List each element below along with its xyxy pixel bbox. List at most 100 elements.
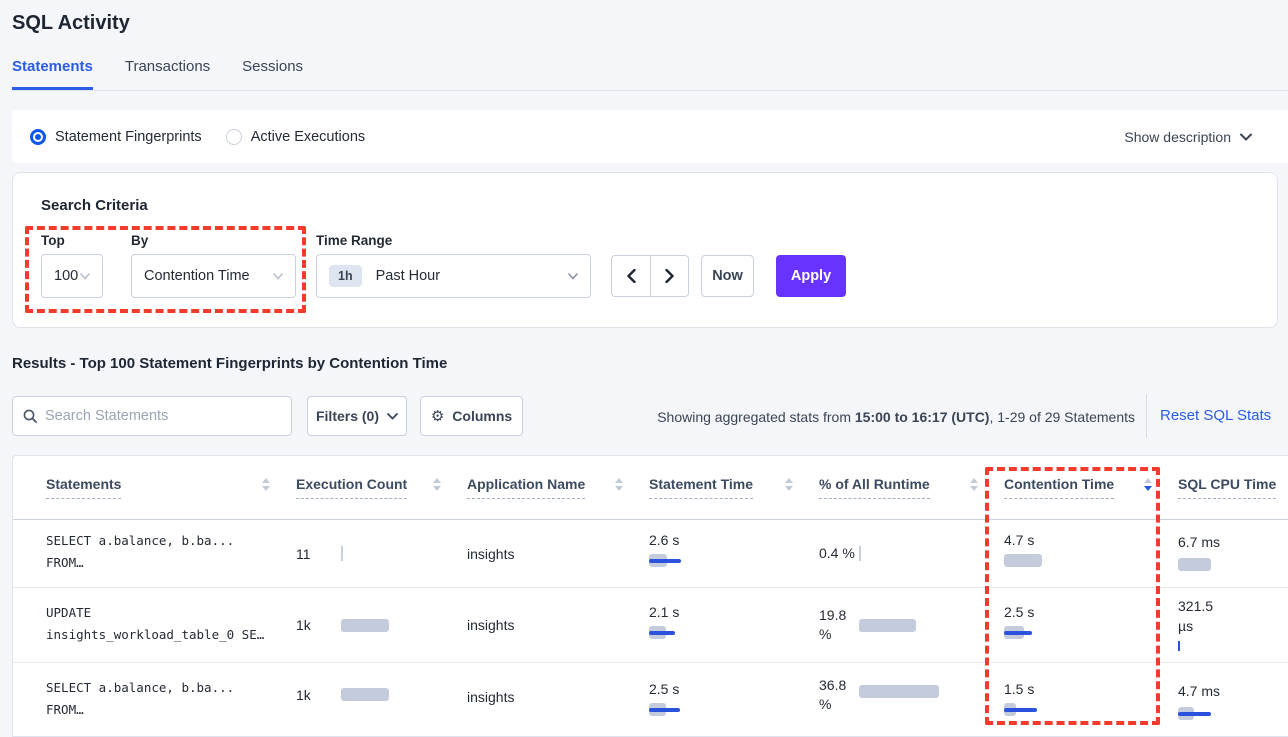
table-row: SELECT a.balance, b.ba... FROM… 1k insig…	[13, 663, 1288, 736]
column-header-execution-count[interactable]: Execution Count	[296, 476, 467, 499]
application-name-cell: insights	[467, 545, 515, 562]
show-description-label: Show description	[1124, 128, 1231, 145]
chevron-down-icon	[387, 412, 398, 420]
statement-time-bar	[649, 702, 741, 717]
tab-statements[interactable]: Statements	[12, 58, 93, 90]
column-header-application-name[interactable]: Application Name	[467, 476, 649, 499]
application-name-cell: insights	[467, 617, 515, 633]
time-range-label: Time Range	[316, 233, 393, 248]
time-range-badge: 1h	[329, 265, 362, 287]
columns-button-label: Columns	[452, 408, 513, 424]
showing-stats-text: Showing aggregated stats from 15:00 to 1…	[657, 409, 1135, 425]
chevron-down-icon	[80, 272, 90, 280]
statement-time-bar	[649, 625, 741, 640]
sort-icon[interactable]	[433, 478, 441, 491]
table-header-row: Statements Execution Count Application N…	[13, 456, 1288, 520]
execution-count-cell: 1k	[296, 663, 467, 736]
gear-icon: ⚙	[430, 406, 445, 425]
execution-count-bar	[341, 618, 433, 633]
contention-time-cell: 1.5 s	[1004, 663, 1178, 736]
time-range-value: Past Hour	[375, 268, 441, 284]
chevron-left-icon	[626, 269, 636, 283]
search-icon	[23, 409, 37, 423]
sort-icon[interactable]	[970, 478, 978, 491]
radio-active-executions[interactable]: Active Executions	[225, 128, 366, 145]
view-mode-bar: Statement Fingerprints Active Executions…	[12, 110, 1288, 163]
sql-cpu-time-bar	[1178, 638, 1270, 653]
apply-button[interactable]: Apply	[776, 255, 846, 297]
by-label: By	[131, 233, 149, 248]
contention-time-bar	[1004, 625, 1096, 640]
toolbar-divider	[1146, 394, 1147, 438]
top-select[interactable]: 100	[41, 254, 103, 298]
sql-cpu-time-bar	[1178, 706, 1270, 721]
column-header-sql-cpu-time[interactable]: SQL CPU Time	[1178, 476, 1288, 499]
statement-time-cell: 2.6 s	[649, 520, 819, 587]
sort-icon[interactable]	[262, 478, 270, 491]
radio-selected-icon	[30, 128, 46, 145]
results-heading: Results - Top 100 Statement Fingerprints…	[12, 355, 448, 372]
contention-time-cell: 2.5 s	[1004, 588, 1178, 662]
tab-sessions[interactable]: Sessions	[242, 58, 304, 75]
contention-time-cell: 4.7 s	[1004, 520, 1178, 587]
column-header-statements[interactable]: Statements	[46, 476, 296, 499]
page-title: SQL Activity	[12, 12, 130, 34]
statement-time-bar	[649, 553, 741, 568]
sql-cpu-time-cell: 6.7 ms	[1178, 520, 1288, 587]
pct-runtime-bar	[859, 684, 951, 699]
radio-statement-fingerprints[interactable]: Statement Fingerprints	[30, 128, 202, 145]
chevron-down-icon	[568, 272, 578, 280]
by-select-value: Contention Time	[144, 268, 250, 284]
statement-link[interactable]: UPDATE insights_workload_table_0 SE…	[46, 605, 265, 642]
execution-count-bar	[341, 687, 433, 702]
column-header-statement-time[interactable]: Statement Time	[649, 476, 819, 499]
contention-time-bar	[1004, 702, 1096, 717]
top-label: Top	[41, 233, 65, 248]
radio-active-executions-label: Active Executions	[250, 128, 366, 145]
sql-cpu-time-cell: 4.7 ms	[1178, 663, 1288, 736]
pct-runtime-cell: 19.8 %	[819, 588, 1004, 662]
column-header-contention-time[interactable]: Contention Time	[1004, 476, 1178, 499]
showing-stats-range: 15:00 to 16:17 (UTC)	[854, 409, 990, 425]
column-header-pct-of-all-runtime[interactable]: % of All Runtime	[819, 476, 1004, 499]
pct-runtime-cell: 36.8 %	[819, 663, 1004, 736]
filters-button[interactable]: Filters (0)	[307, 396, 407, 436]
search-criteria-heading: Search Criteria	[41, 197, 148, 214]
sort-icon[interactable]	[615, 478, 623, 491]
sort-icon[interactable]	[785, 478, 793, 491]
show-description-toggle[interactable]: Show description	[1124, 129, 1252, 145]
search-statements-box	[12, 396, 292, 436]
sort-desc-icon[interactable]	[1144, 478, 1152, 491]
radio-statement-fingerprints-label: Statement Fingerprints	[55, 128, 202, 145]
tab-transactions[interactable]: Transactions	[124, 58, 211, 75]
search-statements-input[interactable]	[45, 408, 265, 424]
application-name-cell: insights	[467, 689, 515, 705]
previous-time-range-button[interactable]	[612, 256, 650, 296]
chevron-down-icon	[273, 272, 283, 280]
chevron-right-icon	[665, 269, 674, 283]
reset-sql-stats-link[interactable]: Reset SQL Stats	[1160, 407, 1272, 424]
statement-link[interactable]: SELECT a.balance, b.ba... FROM…	[46, 680, 235, 717]
by-select[interactable]: Contention Time	[131, 254, 296, 298]
time-range-select[interactable]: 1h Past Hour	[316, 254, 591, 298]
pct-runtime-bar	[859, 546, 951, 561]
statement-time-cell: 2.1 s	[649, 588, 819, 662]
sql-cpu-time-cell: 321.5 µs	[1178, 588, 1288, 662]
statements-table: Statements Execution Count Application N…	[12, 455, 1288, 737]
now-button[interactable]: Now	[701, 255, 754, 297]
sql-cpu-time-bar	[1178, 557, 1270, 572]
statement-link[interactable]: SELECT a.balance, b.ba... FROM…	[46, 533, 235, 570]
radio-unselected-icon	[225, 128, 242, 145]
execution-count-bar	[341, 546, 433, 561]
table-row: SELECT a.balance, b.ba... FROM… 11 insig…	[13, 520, 1288, 588]
contention-time-bar	[1004, 553, 1096, 568]
filters-button-label: Filters (0)	[315, 408, 379, 424]
columns-button[interactable]: ⚙ Columns	[420, 396, 523, 436]
next-time-range-button[interactable]	[650, 256, 688, 296]
pct-runtime-bar	[859, 618, 951, 633]
chevron-down-icon	[1240, 133, 1252, 141]
top-select-value: 100	[54, 268, 79, 284]
table-row: UPDATE insights_workload_table_0 SE… 1k …	[13, 588, 1288, 663]
tab-bar: Statements Transactions Sessions	[12, 58, 1288, 91]
pct-runtime-cell: 0.4 %	[819, 520, 1004, 587]
